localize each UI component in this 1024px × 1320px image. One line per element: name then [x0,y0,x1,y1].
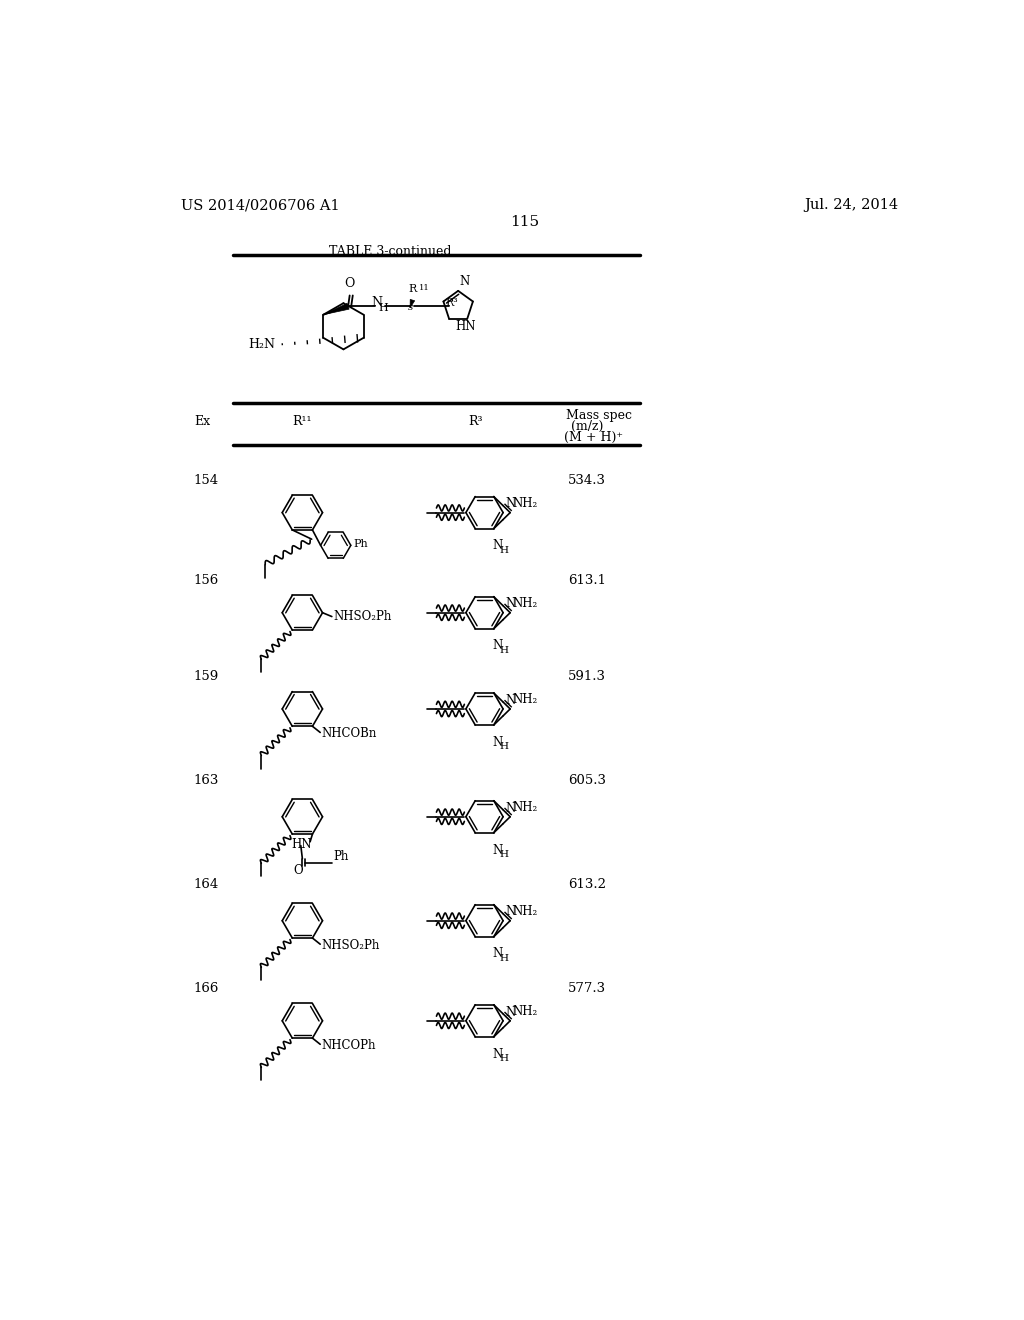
Text: H: H [500,1053,508,1063]
Text: 577.3: 577.3 [568,982,606,995]
Text: 159: 159 [194,671,219,684]
Text: N: N [505,694,515,706]
Text: 613.1: 613.1 [568,574,606,587]
Polygon shape [324,304,349,314]
Text: N: N [493,639,503,652]
Text: 163: 163 [194,775,219,788]
Text: O: O [344,277,355,290]
Text: NHSO₂Ph: NHSO₂Ph [322,940,380,952]
Text: NH₂: NH₂ [512,496,538,510]
Text: N: N [493,540,503,552]
Text: N: N [460,275,470,288]
Text: O: O [294,865,303,876]
Text: N: N [505,498,515,511]
Text: 605.3: 605.3 [568,775,606,788]
Text: N: N [505,906,515,919]
Text: Ph: Ph [353,539,368,549]
Text: 11: 11 [419,284,429,293]
Text: H: H [500,545,508,554]
Text: N: N [493,843,503,857]
Text: HN: HN [455,321,475,333]
Text: N: N [493,735,503,748]
Text: H: H [500,953,508,962]
Text: (M + H)⁺: (M + H)⁺ [563,430,623,444]
Text: NH₂: NH₂ [512,1005,538,1018]
Text: 156: 156 [194,574,219,587]
Text: N: N [505,801,515,814]
Text: N: N [505,1006,515,1019]
Text: R¹¹: R¹¹ [293,416,312,428]
Polygon shape [411,300,415,308]
Text: 591.3: 591.3 [568,671,606,684]
Text: NHCOPh: NHCOPh [322,1039,376,1052]
Text: N: N [493,1048,503,1060]
Text: Ph: Ph [334,850,349,863]
Text: TABLE 3-continued: TABLE 3-continued [329,244,452,257]
Text: R³: R³ [468,416,482,428]
Text: H: H [378,302,388,313]
Text: NH₂: NH₂ [512,597,538,610]
Text: 534.3: 534.3 [568,474,606,487]
Text: H: H [500,645,508,655]
Text: R³: R³ [445,298,459,308]
Text: NH₂: NH₂ [512,904,538,917]
Text: NH₂: NH₂ [512,693,538,706]
Text: 164: 164 [194,878,219,891]
Text: N: N [372,296,382,309]
Text: R: R [409,284,417,294]
Text: N: N [493,948,503,961]
Text: s: s [408,302,413,312]
Text: H₂N: H₂N [248,338,275,351]
Text: (m/z): (m/z) [571,420,604,433]
Text: US 2014/0206706 A1: US 2014/0206706 A1 [180,198,339,213]
Text: NHCOBn: NHCOBn [322,727,377,741]
Text: H: H [500,850,508,859]
Text: HN: HN [292,838,312,850]
Text: 154: 154 [194,474,219,487]
Text: 613.2: 613.2 [568,878,606,891]
Text: NHSO₂Ph: NHSO₂Ph [334,610,392,623]
Text: 166: 166 [194,982,219,995]
Text: Jul. 24, 2014: Jul. 24, 2014 [804,198,898,213]
Text: H: H [500,742,508,751]
Text: NH₂: NH₂ [512,801,538,813]
Text: Ex: Ex [194,416,210,428]
Text: 115: 115 [510,215,540,228]
Text: Mass spec: Mass spec [566,409,632,422]
Text: N: N [505,598,515,610]
